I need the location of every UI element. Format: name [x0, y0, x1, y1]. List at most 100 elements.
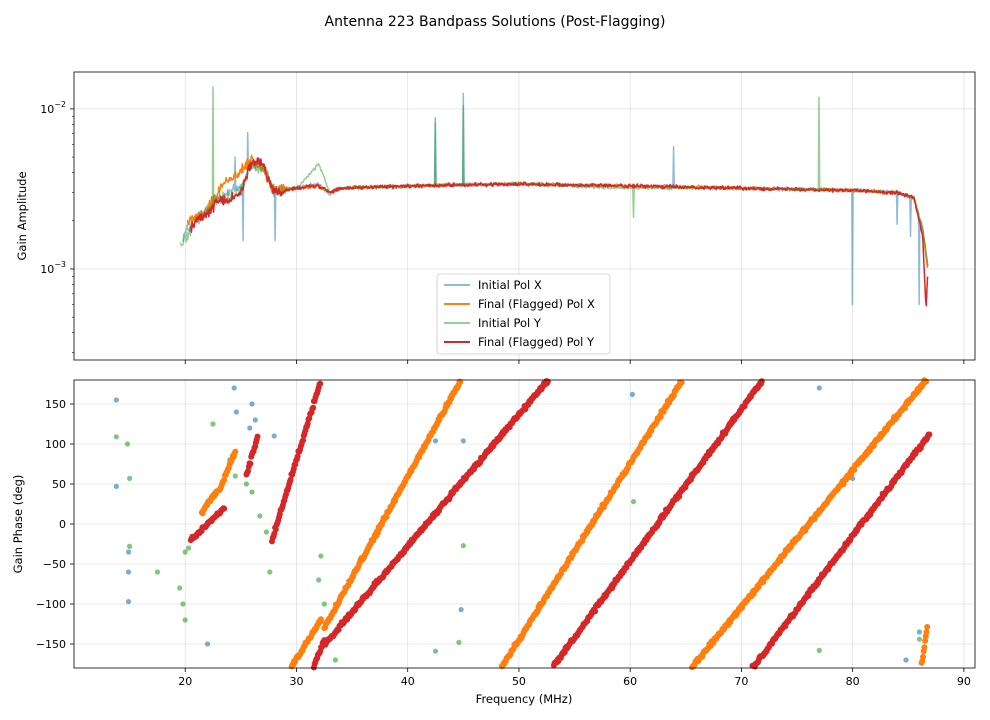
phase-ytick-label: 100	[45, 438, 66, 451]
amplitude-ticks: 10−3 10−2	[40, 100, 965, 364]
phase-ytick-label: 50	[52, 478, 66, 491]
phase-point-final-flagged-pol-x	[923, 378, 930, 385]
phase-point-initial-pol-x	[125, 549, 132, 555]
phase-ytick-label: −100	[36, 598, 66, 611]
phase-point-initial-pol-x	[204, 641, 211, 647]
phase-point-initial-pol-y	[263, 529, 269, 535]
phase-xtick-label: 80	[846, 675, 860, 688]
phase-point-initial-pol-x	[113, 397, 119, 403]
phase-point-final-flagged-pol-y	[247, 460, 254, 467]
amplitude-panel: 10−3 10−2 Gain Amplitude Initial Pol X Fi…	[15, 71, 976, 364]
phase-point-initial-pol-x	[247, 425, 253, 431]
legend-label-initial-pol-y: Initial Pol Y	[478, 316, 542, 330]
phase-point-initial-pol-y	[456, 639, 462, 646]
phase-xtick-label: 50	[512, 675, 526, 688]
phase-point-initial-pol-y	[243, 481, 249, 487]
phase-point-initial-pol-y	[232, 473, 238, 479]
phase-point-initial-pol-y	[460, 543, 466, 549]
phase-point-initial-pol-x	[125, 569, 132, 575]
phase-point-initial-pol-y	[321, 601, 327, 607]
phase-point-initial-pol-y	[316, 577, 322, 583]
amplitude-ytick-label: 10−2	[40, 100, 66, 116]
phase-point-final-flagged-pol-y	[758, 378, 765, 385]
phase-point-final-flagged-pol-x	[920, 653, 926, 660]
phase-point-final-flagged-pol-y	[926, 431, 933, 438]
phase-point-initial-pol-x	[916, 629, 923, 635]
phase-point-final-flagged-pol-x	[657, 413, 664, 420]
phase-point-initial-pol-y	[916, 636, 923, 642]
phase-point-final-flagged-pol-y	[272, 526, 279, 533]
phase-point-initial-pol-y	[186, 545, 192, 551]
phase-point-initial-pol-x	[249, 401, 255, 407]
phase-point-final-flagged-pol-x	[383, 514, 390, 520]
phase-point-initial-pol-x	[252, 417, 258, 423]
phase-point-initial-pol-x	[460, 438, 466, 444]
phase-point-initial-pol-y	[432, 648, 439, 654]
phase-point-final-flagged-pol-x	[924, 624, 931, 630]
phase-xtick-label: 90	[957, 675, 971, 688]
phase-point-initial-pol-x	[903, 657, 909, 663]
phase-point-initial-pol-y	[267, 569, 273, 575]
phase-point-initial-pol-y	[113, 434, 119, 440]
phase-xtick-label: 70	[734, 675, 748, 688]
phase-point-final-flagged-pol-x	[851, 466, 858, 473]
phase-point-initial-pol-x	[432, 438, 439, 444]
phase-point-initial-pol-y	[630, 499, 637, 505]
amplitude-line-final-flagged-pol-y	[190, 157, 929, 307]
phase-point-final-flagged-pol-y	[254, 433, 261, 440]
phase-ytick-label: −50	[43, 558, 66, 571]
phase-point-initial-pol-y	[124, 441, 130, 447]
phase-ytick-label: 0	[59, 518, 66, 531]
phase-point-initial-pol-y	[257, 513, 263, 519]
amplitude-series	[179, 86, 929, 307]
phase-ytick-label: 150	[45, 398, 66, 411]
phase-point-final-flagged-pol-y	[287, 476, 294, 483]
phase-point-final-flagged-pol-x	[232, 448, 239, 455]
legend-label-initial-pol-x: Initial Pol X	[478, 278, 542, 292]
phase-point-final-flagged-pol-x	[317, 616, 324, 623]
phase-series	[113, 377, 933, 671]
phase-point-final-flagged-pol-y	[310, 404, 317, 411]
amplitude-ylabel: Gain Amplitude	[15, 171, 29, 260]
phase-point-initial-pol-x	[125, 599, 132, 605]
phase-xtick-label: 60	[623, 675, 637, 688]
phase-point-initial-pol-x	[629, 391, 636, 397]
phase-xtick-label: 20	[178, 675, 192, 688]
amplitude-grid	[74, 72, 975, 360]
phase-xlabel: Frequency (MHz)	[476, 692, 573, 706]
phase-point-initial-pol-x	[271, 433, 277, 439]
phase-point-final-flagged-pol-y	[317, 380, 324, 387]
phase-point-initial-pol-y	[182, 617, 188, 623]
phase-point-final-flagged-pol-y	[300, 437, 307, 444]
phase-xtick-label: 30	[289, 675, 303, 688]
phase-point-initial-pol-x	[113, 483, 119, 489]
legend: Initial Pol X Final (Flagged) Pol X Init…	[436, 273, 611, 355]
phase-point-initial-pol-y	[249, 489, 255, 495]
phase-point-final-flagged-pol-x	[921, 644, 928, 651]
phase-point-final-flagged-pol-y	[294, 453, 301, 460]
phase-panel: 20 30 40 50 60 70 80 90 −150 −100 −50 0 50 100 150 Gai…	[11, 377, 976, 706]
legend-frame	[436, 273, 611, 355]
phase-point-final-flagged-pol-y	[544, 378, 551, 385]
phase-point-initial-pol-x	[458, 607, 464, 613]
phase-point-initial-pol-y	[182, 549, 188, 555]
phase-point-initial-pol-x	[816, 385, 822, 391]
phase-point-final-flagged-pol-y	[245, 468, 251, 475]
phase-point-initial-pol-y	[210, 421, 216, 427]
phase-point-initial-pol-x	[233, 409, 239, 415]
phase-point-initial-pol-y	[127, 475, 133, 481]
phase-point-final-flagged-pol-y	[221, 505, 228, 512]
phase-point-final-flagged-pol-x	[923, 629, 930, 636]
phase-point-initial-pol-y	[177, 585, 183, 591]
phase-point-initial-pol-y	[127, 543, 133, 550]
legend-label-final-pol-y: Final (Flagged) Pol Y	[478, 335, 595, 349]
phase-point-initial-pol-x	[231, 385, 237, 391]
phase-point-initial-pol-y	[816, 647, 822, 654]
legend-label-final-pol-x: Final (Flagged) Pol X	[478, 297, 595, 311]
phase-ylabel: Gain Phase (deg)	[11, 475, 25, 574]
phase-point-initial-pol-y	[180, 601, 186, 607]
amplitude-axes-frame	[73, 71, 976, 361]
phase-point-initial-pol-y	[318, 553, 324, 559]
amplitude-ytick-label: 10−3	[40, 260, 66, 276]
